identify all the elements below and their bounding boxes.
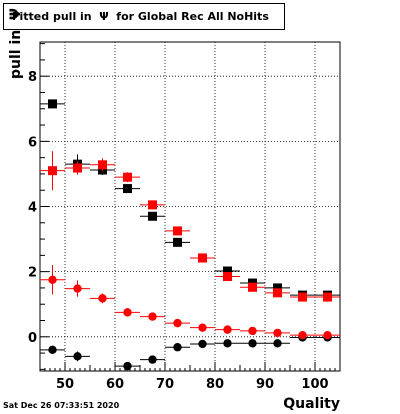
- data-point: [123, 308, 132, 317]
- axis-ticks: 50 60 70 80 90 100 0 2 4 6 8: [28, 43, 341, 392]
- y-tick-label: 4: [28, 201, 37, 216]
- data-point: [98, 160, 107, 170]
- data-point: [223, 272, 232, 282]
- data-points: [40, 99, 340, 371]
- y-tick-label: 2: [28, 266, 37, 281]
- data-point: [148, 312, 157, 321]
- data-point: [173, 226, 182, 236]
- data-point: [148, 211, 157, 221]
- data-point: [173, 318, 182, 328]
- data-point: [273, 328, 282, 338]
- data-point: [123, 172, 132, 182]
- y-tick-label: 8: [28, 70, 37, 85]
- data-point: [198, 253, 207, 263]
- data-point: [273, 339, 282, 348]
- x-tick-label: 50: [56, 377, 74, 392]
- chart-title: Fitted pull in Ψ for Global Rec All NoHi…: [3, 3, 285, 30]
- data-point: [298, 292, 307, 302]
- data-point: [123, 361, 132, 371]
- timestamp: Sat Dec 26 07:33:51 2020: [3, 401, 120, 410]
- data-point: [48, 99, 57, 109]
- data-point: [123, 184, 132, 194]
- x-tick-label: 90: [256, 377, 274, 392]
- y-axis-label: pull in Ψ: [8, 8, 24, 79]
- data-point: [248, 326, 257, 336]
- data-point: [198, 323, 207, 332]
- data-point: [48, 275, 57, 284]
- x-tick-label: 70: [156, 377, 174, 392]
- data-point: [223, 325, 232, 334]
- data-point: [48, 166, 57, 176]
- x-axis-label: Quality: [283, 396, 340, 412]
- data-point: [173, 237, 182, 247]
- data-point: [173, 343, 182, 352]
- data-point: [223, 339, 232, 348]
- series-3: [40, 265, 340, 340]
- data-point: [248, 282, 257, 292]
- data-point: [298, 330, 307, 340]
- x-tick-label: 60: [106, 377, 124, 392]
- grid: [40, 42, 340, 371]
- data-point: [73, 284, 82, 293]
- data-point: [98, 294, 107, 303]
- x-tick-label: 100: [301, 377, 328, 392]
- data-point: [148, 200, 157, 210]
- data-point: [273, 283, 282, 293]
- x-tick-label: 80: [206, 377, 224, 392]
- series-1: [40, 333, 340, 371]
- data-point: [73, 163, 82, 173]
- data-point: [323, 292, 332, 302]
- data-point: [273, 288, 282, 298]
- data-point: [223, 266, 232, 276]
- y-tick-label: 6: [28, 135, 37, 150]
- data-point: [48, 345, 57, 355]
- series-0: [40, 99, 340, 300]
- data-point: [323, 330, 332, 340]
- y-tick-label: 0: [28, 331, 37, 346]
- data-point: [198, 339, 207, 349]
- data-point: [248, 339, 257, 348]
- data-point: [148, 355, 157, 364]
- series-2: [40, 151, 340, 302]
- data-point: [73, 352, 82, 361]
